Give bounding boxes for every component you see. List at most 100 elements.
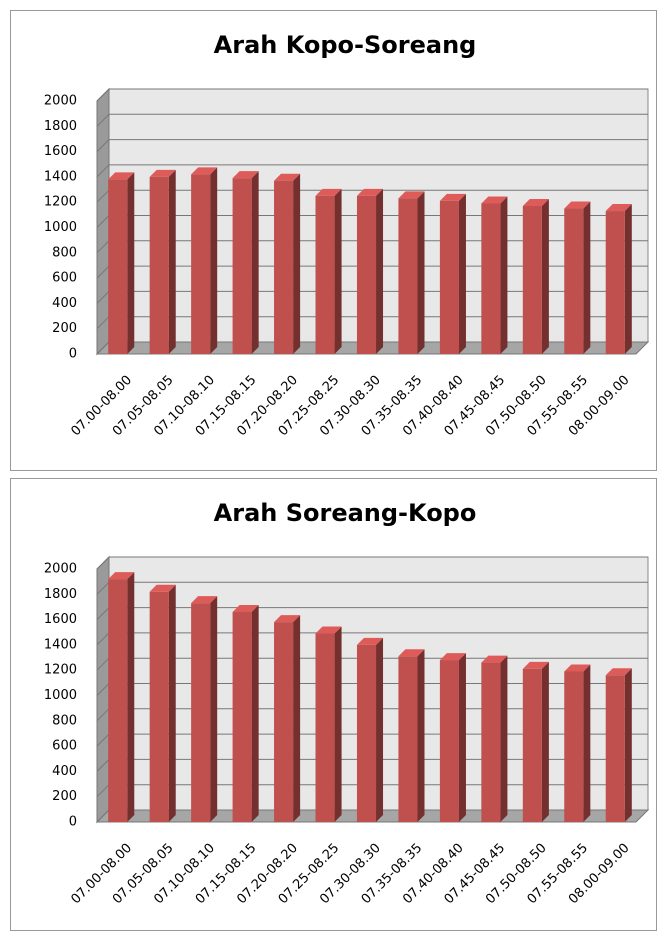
y-tick-label: 600 (52, 739, 77, 754)
bar-side (168, 584, 176, 822)
y-tick-label: 1400 (44, 637, 77, 652)
bar-top (439, 193, 466, 201)
bar (356, 195, 377, 354)
y-tick-label: 0 (69, 815, 77, 830)
bar-top (108, 572, 135, 580)
bar (191, 603, 211, 822)
bar-side (376, 188, 384, 354)
bar-side (541, 198, 549, 354)
y-tick-label: 800 (52, 245, 77, 260)
y-tick-label: 1600 (44, 612, 77, 627)
grid-line (96, 556, 648, 570)
bar-top (191, 596, 218, 604)
y-tick-label: 1200 (44, 663, 77, 678)
y-tick-label: 400 (52, 296, 77, 311)
bar (232, 178, 252, 354)
y-tick-label: 1200 (44, 195, 77, 210)
bar (149, 591, 169, 822)
bar-side (127, 572, 135, 822)
grid-line (96, 88, 648, 102)
bar (481, 203, 501, 354)
bar-top (564, 201, 591, 209)
bar-side (417, 191, 425, 354)
bar-side (624, 204, 632, 354)
bar-top (232, 605, 259, 613)
bar-side (583, 664, 591, 822)
y-tick-label: 0 (69, 347, 77, 362)
bar (439, 200, 459, 354)
bar-top (564, 664, 591, 672)
bar (522, 668, 542, 822)
bar-side (458, 193, 466, 354)
bar-top (481, 196, 508, 204)
bar (232, 612, 252, 822)
y-tick-label: 2000 (44, 562, 77, 577)
y-tick-label: 600 (52, 271, 77, 286)
y-tick-label: 1000 (44, 220, 77, 235)
bar-side (210, 167, 218, 354)
grid-line (96, 164, 648, 178)
bar (522, 205, 542, 354)
y-tick-label: 200 (52, 321, 77, 336)
chart-title: Arah Soreang-Kopo (214, 499, 477, 527)
bar (356, 644, 377, 822)
bar-top (356, 188, 384, 196)
bar-top (315, 626, 342, 634)
y-tick-label: 1000 (44, 688, 77, 703)
bar-side (583, 201, 591, 354)
y-tick-label: 800 (52, 713, 77, 728)
bar-side (293, 615, 301, 822)
bar-top (481, 655, 508, 663)
bar (398, 198, 418, 354)
grid-line (96, 113, 648, 127)
bar (315, 633, 335, 822)
bar-side (417, 649, 425, 822)
bar-side (127, 172, 135, 354)
bar (315, 195, 335, 354)
bar (439, 660, 459, 822)
bar (605, 675, 625, 822)
bar-side (624, 668, 632, 822)
bar-top (522, 661, 549, 669)
bar-side (334, 626, 342, 822)
bar-side (500, 655, 508, 822)
bar (108, 179, 128, 354)
y-tick-label: 1600 (44, 144, 77, 159)
grid-line (96, 139, 648, 152)
bar-side (251, 171, 259, 354)
bar-top (315, 188, 342, 196)
bar-side (210, 596, 218, 822)
bar-side (541, 661, 549, 822)
bar-top (439, 653, 466, 661)
bar (274, 180, 294, 354)
chart-title: Arah Kopo-Soreang (214, 31, 477, 59)
bar-top (398, 191, 425, 199)
y-tick-label: 1800 (44, 119, 77, 134)
y-tick-label: 400 (52, 764, 77, 779)
bar (108, 579, 128, 822)
bar (481, 662, 501, 822)
y-tick-label: 2000 (44, 94, 77, 109)
bar-top (149, 584, 176, 592)
bar (191, 174, 211, 354)
bar (274, 622, 294, 822)
bar-side (376, 637, 384, 822)
bar-top (605, 668, 632, 676)
bar-top (522, 198, 549, 206)
bar-side (458, 653, 466, 822)
y-tick-label: 1400 (44, 169, 77, 184)
y-tick-label: 1800 (44, 587, 77, 602)
bar-side (334, 188, 342, 354)
bar (564, 671, 584, 822)
bar-top (274, 173, 301, 181)
bar (149, 176, 169, 354)
bar-side (168, 169, 176, 354)
bar-side (251, 605, 259, 822)
bar (398, 656, 418, 822)
bar-side (293, 173, 301, 354)
bar-top (149, 169, 176, 177)
bar-top (398, 649, 425, 657)
bar-top (274, 615, 301, 623)
bar (605, 211, 625, 354)
